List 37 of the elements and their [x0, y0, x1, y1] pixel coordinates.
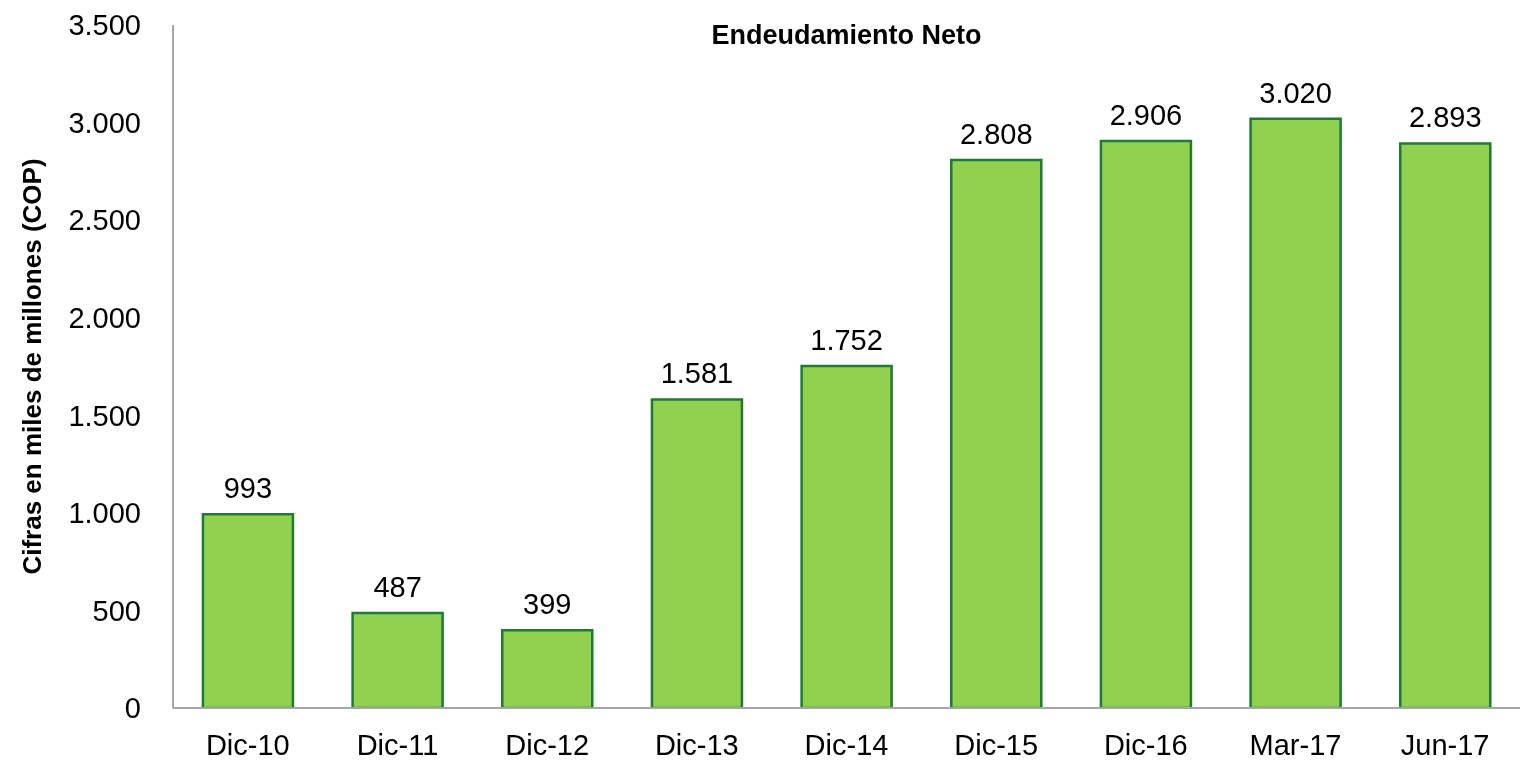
x-tick-label: Dic-11 — [356, 728, 439, 761]
data-label: 399 — [523, 588, 572, 621]
bar — [950, 158, 1043, 708]
bar — [1399, 142, 1492, 708]
y-tick-label: 2.000 — [68, 302, 141, 335]
bar — [1249, 117, 1342, 708]
data-label: 3.020 — [1259, 76, 1332, 109]
y-tick-label: 3.000 — [68, 106, 141, 139]
x-tick-label: Dic-16 — [1103, 728, 1188, 761]
x-tick-label: Dic-13 — [654, 728, 739, 761]
y-tick-label: 1.500 — [68, 399, 141, 432]
data-label: 2.906 — [1109, 98, 1183, 131]
data-label: 2.808 — [959, 118, 1033, 151]
y-tick-label: 1.000 — [68, 497, 141, 530]
bar — [800, 364, 893, 708]
y-tick-label: 0 — [124, 692, 141, 725]
chart-title: Endeudamiento Neto — [710, 20, 983, 51]
y-axis-title: Cifras en miles de millones (COP) — [17, 158, 47, 575]
x-tick-label: Dic-15 — [954, 728, 1039, 761]
bar — [501, 628, 594, 708]
x-tick-label: Jun-17 — [1400, 728, 1490, 761]
y-tick-label: 2.500 — [68, 204, 141, 237]
data-label: 1.752 — [810, 324, 883, 357]
bar — [1099, 139, 1193, 708]
x-tick-label: Mar-17 — [1249, 728, 1342, 761]
bar — [351, 611, 444, 708]
x-tick-label: Dic-10 — [205, 728, 290, 761]
bar — [650, 398, 744, 708]
y-tick-label: 3.500 — [68, 9, 141, 42]
data-label: 487 — [373, 570, 422, 603]
data-label: 993 — [223, 472, 273, 505]
x-tick-label: Dic-12 — [505, 728, 590, 761]
bar — [201, 512, 295, 708]
x-tick-label: Dic-14 — [804, 728, 889, 761]
y-tick-label: 500 — [92, 594, 141, 627]
data-label: 1.581 — [660, 357, 734, 390]
data-label: 2.893 — [1408, 101, 1482, 134]
